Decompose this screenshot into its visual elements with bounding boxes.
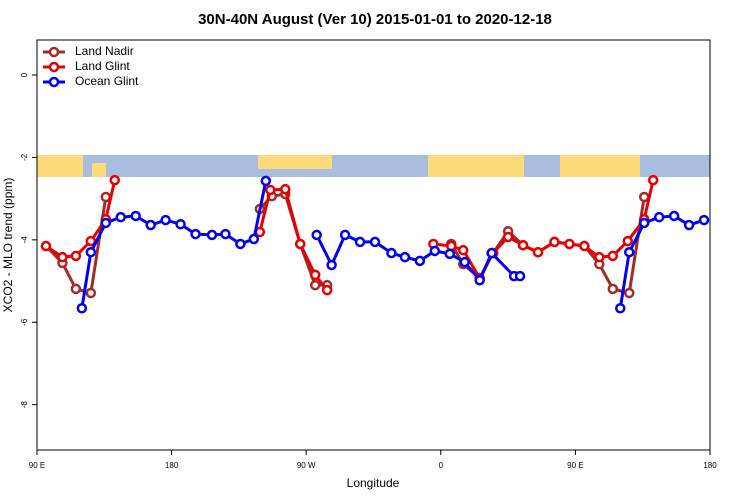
legend-label: Ocean Glint	[75, 74, 139, 88]
point	[100, 191, 112, 203]
point	[399, 251, 411, 263]
point	[248, 233, 260, 245]
point	[459, 256, 470, 268]
map-strip	[37, 155, 710, 177]
point	[698, 214, 710, 226]
point	[311, 229, 322, 241]
x-tick-label: 0	[439, 461, 444, 470]
point	[429, 245, 441, 257]
y-axis-label: XCO2 - MLO trend (ppm)	[1, 178, 15, 313]
point	[444, 248, 456, 260]
point	[220, 228, 231, 240]
point	[502, 231, 514, 243]
point	[260, 175, 272, 187]
map-land	[92, 163, 106, 177]
point	[638, 217, 650, 229]
legend-marker	[48, 61, 60, 73]
map-land	[428, 155, 524, 177]
x-tick-label: 90 E	[29, 461, 45, 470]
point	[653, 211, 665, 223]
point	[517, 239, 529, 251]
y-tick-label: -2	[20, 153, 29, 161]
point	[354, 236, 366, 248]
legend-marker	[48, 46, 60, 58]
point	[326, 259, 337, 271]
legend-marker	[48, 76, 60, 88]
point	[386, 247, 397, 259]
point	[130, 210, 141, 222]
map-ocean	[37, 155, 710, 177]
point	[638, 191, 650, 203]
point	[514, 270, 526, 282]
point	[190, 228, 201, 240]
map-land	[37, 155, 83, 177]
point	[532, 246, 544, 258]
point	[206, 229, 218, 241]
x-tick-label: 90 E	[567, 461, 583, 470]
point	[579, 240, 590, 252]
point	[100, 217, 112, 229]
point	[175, 218, 186, 230]
point	[607, 283, 619, 295]
point	[339, 229, 351, 241]
point	[309, 279, 321, 291]
point	[70, 283, 82, 295]
x-tick-label: 180	[165, 461, 179, 470]
point	[474, 274, 485, 286]
point	[668, 210, 680, 222]
point	[549, 236, 560, 248]
point	[109, 174, 121, 186]
point	[115, 211, 127, 223]
point	[85, 235, 97, 247]
legend-label: Land Glint	[75, 59, 130, 73]
x-tick-label: 180	[703, 461, 717, 470]
y-tick-label: -6	[20, 318, 29, 326]
point	[486, 247, 497, 259]
point	[623, 287, 635, 299]
point	[57, 251, 68, 263]
point	[457, 244, 469, 256]
point	[85, 246, 97, 258]
point	[160, 214, 171, 226]
map-land	[560, 155, 640, 177]
point	[647, 174, 659, 186]
plot-frame	[36, 39, 711, 451]
chart-title: 30N-40N August (Ver 10) 2015-01-01 to 20…	[198, 11, 552, 28]
point	[564, 238, 575, 250]
point	[309, 269, 321, 281]
point	[235, 238, 246, 250]
map-land	[258, 155, 332, 169]
point	[145, 219, 156, 231]
y-tick-label: 0	[20, 72, 29, 77]
y-tick-label: -8	[20, 401, 29, 409]
point	[280, 183, 291, 195]
point	[294, 238, 306, 250]
point	[85, 287, 97, 299]
legend-label: Land Nadir	[75, 44, 134, 58]
y-tick-label: -4	[20, 236, 29, 244]
point	[76, 303, 88, 314]
x-tick-label: 90 W	[297, 461, 316, 470]
point	[265, 184, 276, 196]
point	[369, 236, 381, 248]
point	[40, 240, 52, 252]
point	[683, 219, 695, 231]
x-axis-label: Longitude	[347, 476, 400, 490]
point	[594, 251, 605, 263]
point	[321, 284, 333, 296]
point	[607, 250, 619, 262]
point	[615, 303, 626, 314]
point	[622, 235, 633, 247]
point	[70, 250, 82, 262]
point	[414, 255, 426, 267]
point	[623, 246, 635, 258]
